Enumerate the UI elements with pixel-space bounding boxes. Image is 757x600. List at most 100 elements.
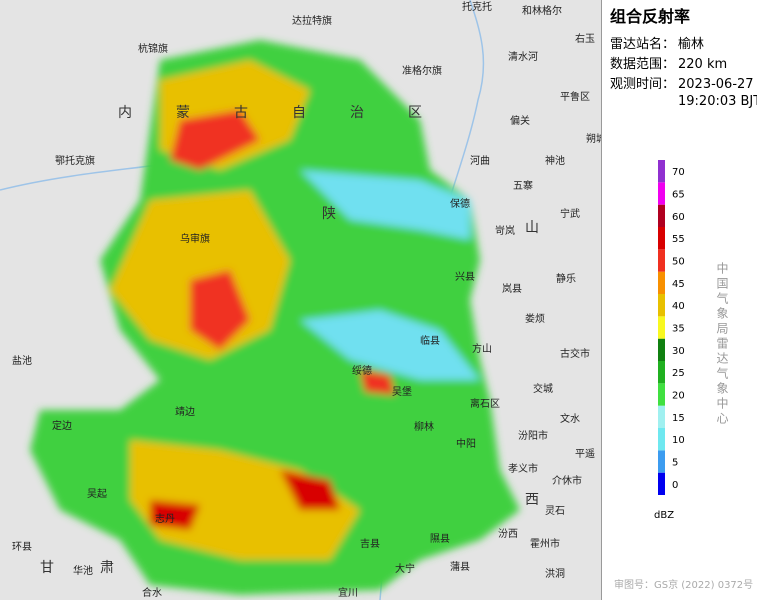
- legend-swatch: [658, 472, 665, 495]
- place-label: 兴县: [455, 271, 475, 283]
- legend-swatch: [658, 294, 665, 317]
- legend-swatch: [658, 338, 665, 361]
- region-label: 山: [525, 220, 539, 236]
- place-label: 华池: [73, 564, 93, 577]
- place-label: 宜川: [338, 586, 358, 599]
- place-label: 托克托: [462, 0, 492, 13]
- region-label: 西: [525, 492, 539, 508]
- place-label: 乌审旗: [180, 232, 210, 245]
- place-label: 右玉: [575, 32, 595, 45]
- place-label: 鄂托克旗: [55, 154, 95, 167]
- place-label: 环县: [12, 541, 32, 553]
- place-label: 神池: [545, 154, 565, 167]
- place-label: 临县: [420, 334, 440, 347]
- place-label: 平鲁区: [560, 90, 590, 103]
- date: 2023-06-27: [678, 77, 754, 92]
- legend-label: 35: [672, 324, 685, 335]
- station: 榆林: [678, 37, 704, 52]
- place-label: 靖边: [175, 405, 195, 418]
- legend-label: 20: [672, 391, 685, 402]
- radar-echo: [30, 40, 520, 595]
- place-label: 娄烦: [525, 312, 545, 325]
- legend-label: 50: [672, 257, 685, 268]
- legend-swatch: [658, 227, 665, 250]
- legend-swatch: [658, 316, 665, 339]
- place-label: 合水: [142, 586, 162, 599]
- place-label: 交城: [533, 382, 553, 395]
- place-label: 杭锦旗: [138, 42, 168, 55]
- legend-label: 65: [672, 190, 685, 201]
- legend-label: 0: [672, 480, 678, 491]
- place-label: 大宁: [395, 562, 415, 575]
- place-label: 灵石: [545, 505, 565, 517]
- place-label: 隰县: [430, 533, 450, 545]
- legend-label: 55: [672, 234, 685, 245]
- range-label: 数据范围：: [610, 57, 675, 72]
- legend-unit: dBZ: [654, 510, 674, 521]
- legend-swatch: [658, 249, 665, 272]
- place-label: 偏关: [510, 114, 530, 127]
- legend-label: 40: [672, 301, 685, 312]
- legend-swatch: [658, 204, 665, 227]
- place-label: 五寨: [513, 179, 533, 192]
- region-label: 陕: [322, 206, 336, 222]
- region-label: 甘: [40, 560, 54, 576]
- approval: 审图号：GS京 (2022) 0372号: [614, 578, 753, 591]
- legend-label: 30: [672, 346, 685, 357]
- panel-title: 组合反射率: [610, 7, 690, 26]
- place-label: 绥德: [352, 364, 372, 377]
- place-label: 定边: [52, 419, 72, 432]
- place-label: 盐池: [12, 354, 32, 367]
- place-label: 方山: [472, 342, 492, 355]
- place-label: 吉县: [360, 538, 380, 550]
- credit: 中国气象局雷达气象中心: [715, 261, 729, 427]
- legend-swatch: [658, 383, 665, 406]
- place-label: 汾西: [498, 528, 518, 540]
- place-label: 宁武: [560, 207, 580, 220]
- legend-swatch: [658, 405, 665, 428]
- place-label: 准格尔旗: [402, 64, 442, 77]
- legend-swatch: [658, 182, 665, 205]
- place-label: 霍州市: [530, 537, 560, 550]
- place-label: 柳林: [414, 420, 434, 433]
- place-label: 吴堡: [392, 385, 412, 398]
- info-panel: 组合反射率 雷达站名： 榆林 数据范围： 220 km 观测时间： 2023-0…: [601, 0, 757, 600]
- place-label: 平遥: [575, 447, 595, 460]
- legend-swatch: [658, 271, 665, 294]
- place-label: 保德: [450, 197, 470, 210]
- place-label: 清水河: [508, 50, 538, 63]
- range: 220 km: [678, 57, 727, 72]
- place-label: 离石区: [470, 397, 500, 410]
- place-label: 汾阳市: [518, 429, 548, 442]
- time: 19:20:03 BJT: [678, 94, 757, 109]
- station-label: 雷达站名：: [610, 36, 675, 52]
- time-label: 观测时间：: [610, 77, 675, 92]
- place-label: 岢岚: [495, 225, 515, 237]
- legend-label: 45: [672, 279, 685, 290]
- legend-swatch: [658, 160, 665, 183]
- legend-label: 10: [672, 435, 685, 446]
- legend-swatch: [658, 428, 665, 451]
- place-label: 蒲县: [450, 560, 470, 573]
- place-label: 达拉特旗: [292, 14, 332, 27]
- legend-swatch: [658, 361, 665, 384]
- place-label: 志丹: [155, 512, 175, 525]
- legend-label: 60: [672, 212, 685, 223]
- place-label: 河曲: [470, 155, 490, 167]
- legend-label: 15: [672, 413, 685, 424]
- place-label: 孝义市: [508, 462, 538, 475]
- legend-swatch: [658, 450, 665, 473]
- place-label: 岚县: [502, 283, 522, 295]
- panel-graphics: 组合反射率 雷达站名： 榆林 数据范围： 220 km 观测时间： 2023-0…: [610, 7, 757, 591]
- region-label: 肃: [100, 560, 114, 576]
- place-label: 朔城区: [586, 132, 601, 145]
- legend-label: 5: [672, 458, 678, 469]
- legend-label: 70: [672, 167, 685, 178]
- place-label: 吴起: [87, 488, 107, 500]
- region-label: 内蒙古自治区: [118, 105, 466, 121]
- place-label: 静乐: [556, 272, 576, 285]
- place-label: 文水: [560, 412, 580, 425]
- place-label: 中阳: [456, 437, 476, 450]
